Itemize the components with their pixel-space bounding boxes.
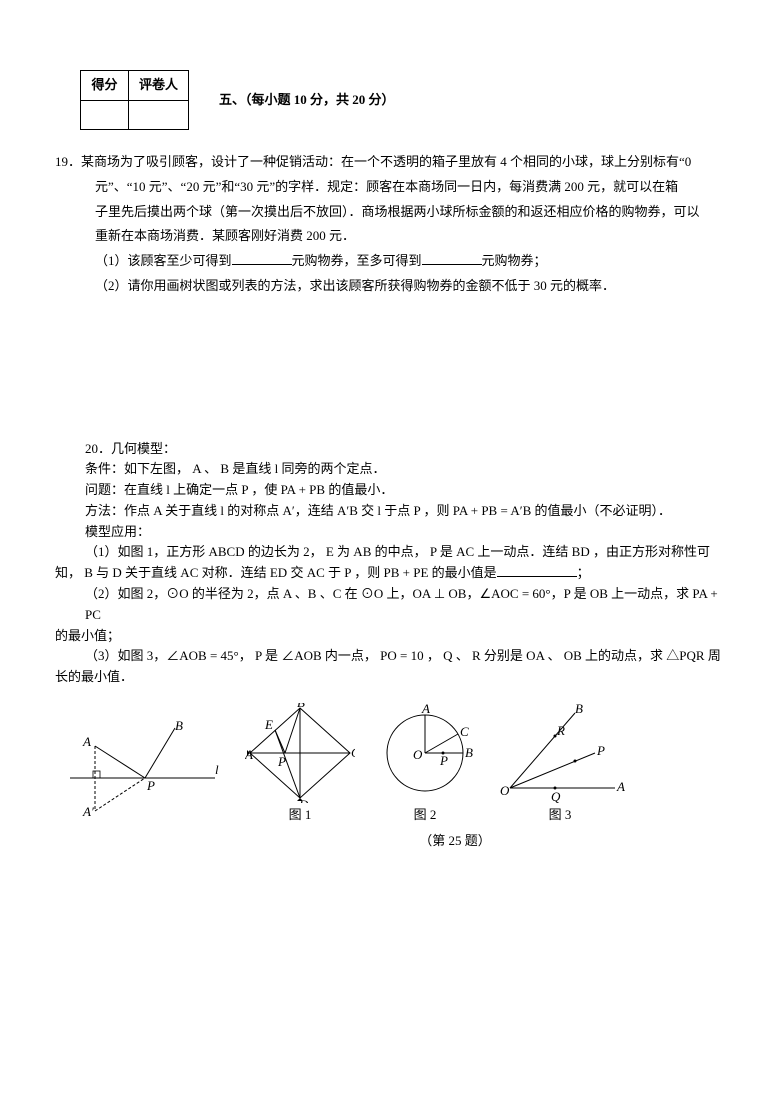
problem-20-p2b: 的最小值； (55, 626, 725, 647)
figure-2: A C B O P 图 2 (375, 703, 475, 826)
problem-20-p3b: 长的最小值． (55, 667, 725, 688)
diagram-base-icon: A B A′ P l (65, 716, 225, 826)
method-text: 作点 A 关于直线 l 的对称点 A′，连结 A′B 交 l 于点 P ，则 P… (124, 503, 671, 518)
problem-19: 19．某商场为了吸引顾客，设计了一种促销活动：在一个不透明的箱子里放有 4 个相… (55, 150, 725, 298)
svg-text:P: P (277, 754, 286, 769)
svg-text:R: R (556, 723, 565, 738)
problem-20-p1c: ； (577, 565, 590, 580)
grader-header-cell: 评卷人 (129, 71, 189, 101)
section-title: 五、（每小题 10 分，共 20 分） (219, 88, 395, 113)
svg-text:P: P (439, 753, 448, 768)
problem-19-number: 19． (55, 154, 81, 169)
application-label: 模型应用： (55, 522, 725, 543)
condition-text: 如下左图， A 、 B 是直线 l 同旁的两个定点． (124, 461, 385, 476)
svg-text:O: O (413, 747, 423, 762)
svg-text:P: P (146, 778, 155, 793)
svg-text:A: A (245, 747, 253, 762)
blank-input-minvalue (497, 563, 577, 577)
diagram-fig3-icon: B A O P R Q (495, 703, 625, 803)
figure-1: B C D A E P 图 1 (245, 703, 355, 826)
diagram-fig1-icon: B C D A E P (245, 703, 355, 803)
svg-text:A: A (82, 734, 91, 749)
blank-input-max (422, 251, 482, 265)
condition-label: 条件： (85, 461, 124, 476)
svg-text:A: A (421, 703, 430, 716)
problem-20-p1a: （1）如图 1，正方形 ABCD 的边长为 2， E 为 AB 的中点， P 是… (55, 542, 725, 563)
svg-text:P: P (596, 743, 605, 758)
problem-19-q1-mid: 元购物券，至多可得到 (292, 253, 422, 268)
question-label: 问题： (85, 482, 124, 497)
svg-text:C: C (351, 745, 355, 760)
figures-row: A B A′ P l B C D A E P (55, 703, 725, 826)
svg-text:A′: A′ (82, 804, 94, 819)
svg-text:l: l (215, 762, 219, 777)
section-header: 得分 评卷人 五、（每小题 10 分，共 20 分） (55, 70, 725, 130)
diagram-fig2-icon: A C B O P (375, 703, 475, 803)
overall-figure-caption: （第 25 题） (55, 831, 725, 852)
score-table: 得分 评卷人 (80, 70, 189, 130)
svg-text:D: D (298, 797, 309, 803)
blank-input-min (232, 251, 292, 265)
figure-1-caption: 图 1 (289, 805, 312, 826)
figure-3-caption: 图 3 (549, 805, 572, 826)
svg-text:B: B (297, 703, 305, 710)
problem-19-line1: 某商场为了吸引顾客，设计了一种促销活动：在一个不透明的箱子里放有 4 个相同的小… (81, 154, 691, 169)
svg-text:C: C (460, 724, 469, 739)
svg-text:B: B (575, 703, 583, 716)
figure-3: B A O P R Q 图 3 (495, 703, 625, 826)
problem-19-q1-prefix: （1）该顾客至少可得到 (95, 253, 232, 268)
method-label: 方法： (85, 503, 124, 518)
question-text: 在直线 l 上确定一点 P ，使 PA + PB 的值最小． (124, 482, 393, 497)
svg-text:B: B (175, 718, 183, 733)
problem-20-title: 几何模型： (111, 441, 176, 456)
problem-19-q2: （2）请你用画树状图或列表的方法，求出该顾客所获得购物券的金额不低于 30 元的… (55, 274, 725, 299)
figure-2-caption: 图 2 (414, 805, 437, 826)
score-value-cell (81, 100, 129, 130)
svg-text:O: O (500, 783, 510, 798)
problem-20-p3a: （3）如图 3，∠AOB = 45°， P 是 ∠AOB 内一点， PO = 1… (55, 646, 725, 667)
problem-20-number: 20． (85, 441, 111, 456)
problem-19-line2: 元”、“10 元”、“20 元”和“30 元”的字样．规定：顾客在本商场同一日内… (55, 175, 725, 200)
svg-text:Q: Q (551, 789, 561, 803)
svg-text:E: E (264, 717, 273, 732)
problem-20-p2a: （2）如图 2，⊙O 的半径为 2，点 A 、B 、C 在 ⊙O 上，OA ⊥ … (55, 584, 725, 626)
problem-19-line3: 子里先后摸出两个球（第一次摸出后不放回）．商场根据两小球所标金额的和返还相应价格… (55, 200, 725, 225)
problem-19-q1-suffix: 元购物券； (482, 253, 547, 268)
problem-20-p1b: 知， B 与 D 关于直线 AC 对称．连结 ED 交 AC 于 P ，则 PB… (55, 565, 497, 580)
score-header-cell: 得分 (81, 71, 129, 101)
problem-19-line4: 重新在本商场消费．某顾客刚好消费 200 元． (55, 224, 725, 249)
figure-base: A B A′ P l (65, 716, 225, 826)
problem-20: 20．几何模型： 条件：如下左图， A 、 B 是直线 l 同旁的两个定点． 问… (55, 439, 725, 852)
svg-text:A: A (616, 779, 625, 794)
svg-text:B: B (465, 745, 473, 760)
grader-value-cell (129, 100, 189, 130)
